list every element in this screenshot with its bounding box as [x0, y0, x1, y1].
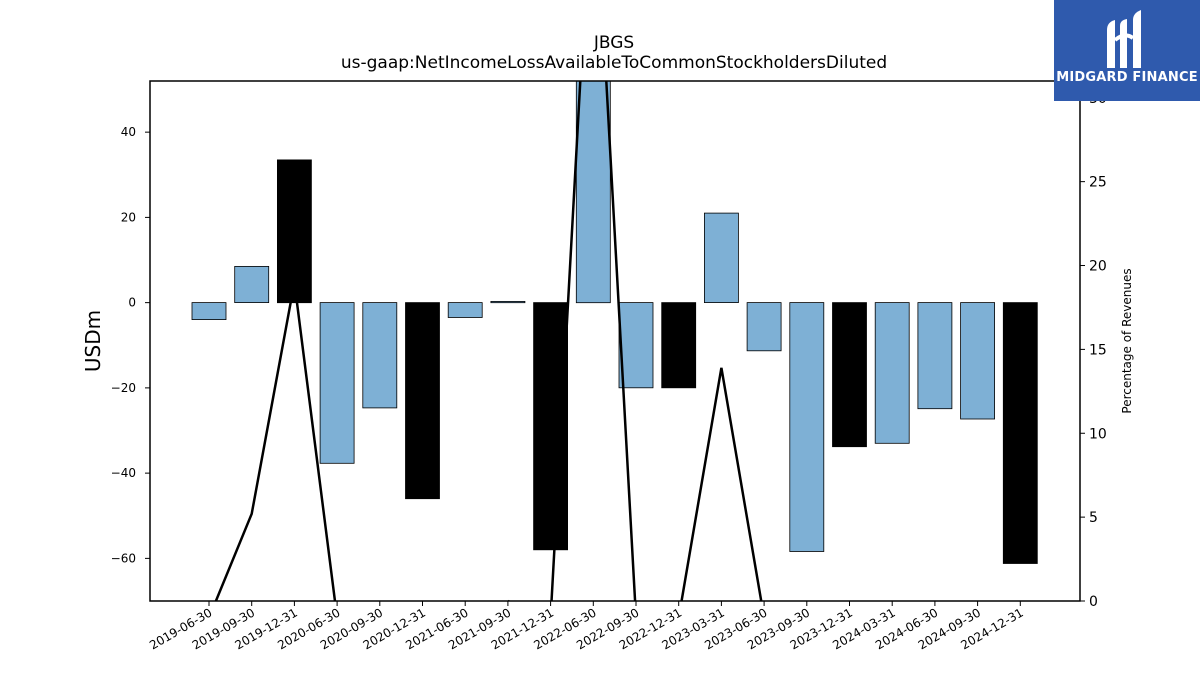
bars-group: [191, 81, 1038, 564]
bar-2024-06-30: [917, 302, 953, 410]
chart-subtitle: us-gaap:NetIncomeLossAvailableToCommonSt…: [341, 53, 887, 73]
bar-2019-12-31: [276, 159, 312, 304]
bar-2023-09-30: [789, 302, 825, 552]
bar-2022-12-31: [661, 302, 697, 389]
y-axis-label-right: Percentage of Revenues: [1120, 268, 1134, 413]
bar-2020-12-31: [405, 302, 440, 500]
bar-2021-09-30: [490, 300, 526, 304]
y-tick-label-left--40: −40: [111, 466, 136, 480]
bar-2023-06-30: [746, 302, 782, 352]
x-axis: 2019-06-302019-09-302019-12-312020-06-30…: [147, 601, 1026, 652]
bar-2024-09-30: [960, 302, 995, 420]
y-tick-label-right-15: 15: [1089, 342, 1107, 358]
y-tick-label-right-5: 5: [1089, 510, 1098, 526]
y-tick-label-left--20: −20: [111, 381, 136, 395]
bar-2020-09-30: [362, 302, 398, 409]
bar-2022-06-30: [575, 81, 611, 304]
bar-2022-09-30: [618, 302, 654, 389]
bar-2024-12-31: [1002, 302, 1038, 564]
y-tick-label-left-20: 20: [121, 210, 136, 224]
bar-2023-03-31: [704, 212, 739, 304]
line-group: [214, 81, 763, 601]
left-axis: −60 −40 −20 0 20 40: [111, 125, 150, 565]
line-segment-0: [214, 282, 337, 601]
bar-2024-03-31: [874, 302, 910, 444]
chart-title: JBGS: [593, 33, 634, 53]
y-tick-label-right-20: 20: [1089, 259, 1107, 275]
y-tick-label-left-0: 0: [128, 296, 136, 310]
plot-frame: [149, 80, 1081, 602]
y-tick-label-right-0: 0: [1089, 594, 1098, 610]
bar-2023-12-31: [832, 302, 867, 448]
y-axis-label-left: USDm: [81, 310, 105, 372]
y-tick-label-right-25: 25: [1089, 175, 1107, 191]
bar-2021-06-30: [447, 302, 483, 318]
right-axis: 051015202530: [1080, 91, 1107, 610]
bar-2021-12-31: [533, 302, 568, 551]
y-tick-label-left--60: −60: [111, 551, 136, 565]
bar-2019-06-30: [191, 302, 227, 321]
y-tick-label-right-10: 10: [1089, 426, 1107, 442]
logo-text: MIDGARD FINANCE: [1056, 70, 1198, 85]
midgard-logo-mark-icon: [1107, 10, 1141, 68]
bar-2020-06-30: [319, 302, 355, 464]
y-tick-label-left-40: 40: [121, 125, 136, 139]
bar-2019-09-30: [234, 265, 270, 303]
line-segment-1: [507, 81, 763, 601]
midgard-finance-logo: MIDGARD FINANCE: [1054, 0, 1200, 101]
